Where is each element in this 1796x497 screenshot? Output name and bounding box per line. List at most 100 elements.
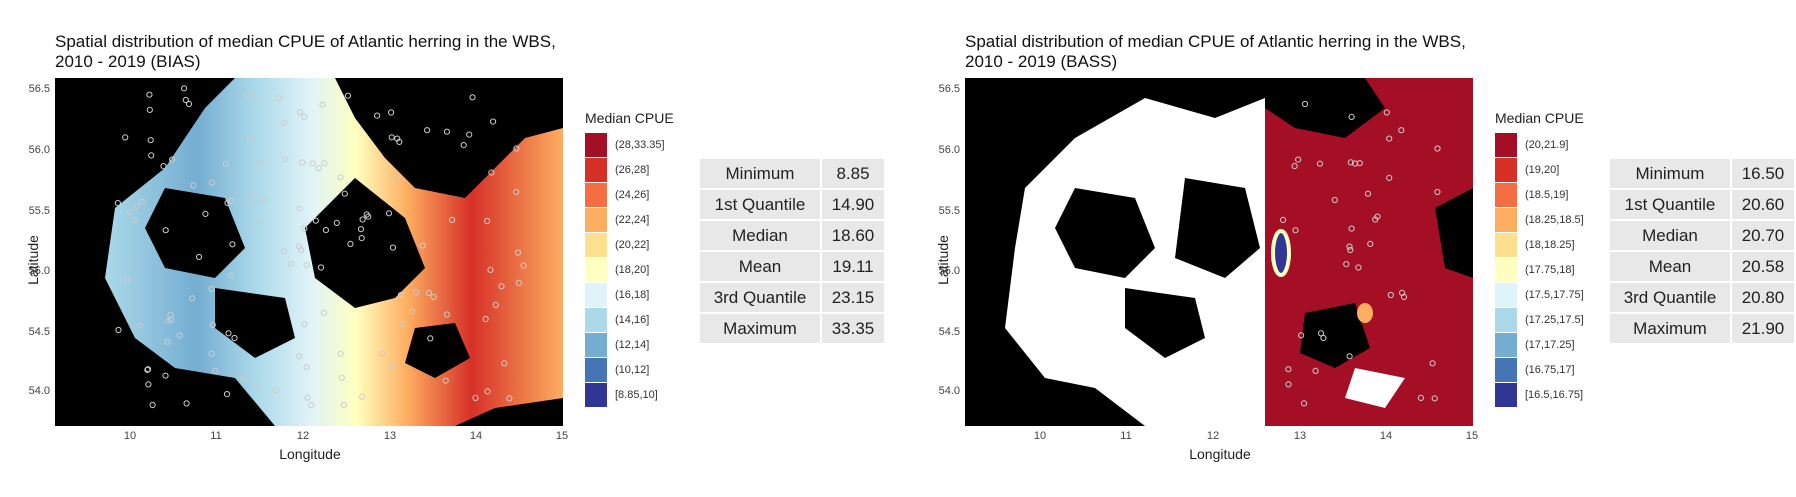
survey-station-marker	[1320, 334, 1327, 342]
survey-station-marker	[1312, 367, 1319, 374]
legend-label: (19,20]	[1525, 163, 1560, 176]
survey-station-marker	[315, 165, 322, 172]
legend-swatch	[585, 332, 607, 357]
summary-stats-table: Minimum 16.50 1st Quantile 20.60 Median 20.70…	[1610, 157, 1794, 345]
legend-label: (28,33.35]	[615, 138, 665, 151]
survey-station-marker	[506, 395, 513, 402]
legend-swatch	[585, 132, 607, 157]
survey-station-marker	[347, 240, 354, 247]
survey-station-marker	[449, 216, 456, 223]
stat-name: Minimum	[1610, 159, 1730, 188]
stat-name: 1st Quantile	[1610, 190, 1730, 219]
legend-item: [16.5,16.75]	[1495, 382, 1584, 407]
survey-station-marker	[308, 401, 315, 409]
survey-points	[114, 85, 527, 409]
survey-station-marker	[149, 401, 156, 409]
survey-station-marker	[252, 192, 259, 199]
chart-panel-bass: Spatial distribution of median CPUE of A…	[910, 0, 1796, 497]
survey-station-marker	[1355, 264, 1362, 271]
legend-title: Median CPUE	[585, 110, 674, 126]
title-line2: 2010 - 2019 (BASS)	[965, 52, 1118, 71]
xtick: 14	[1379, 430, 1393, 442]
survey-station-marker	[337, 350, 344, 357]
survey-station-marker	[397, 291, 405, 299]
survey-station-marker	[209, 321, 216, 328]
legend-item: (22,24]	[585, 207, 674, 232]
land-bornholm	[405, 323, 470, 378]
survey-station-marker	[472, 394, 479, 401]
legend-item: [8.85,10]	[585, 382, 674, 407]
red-field	[1265, 78, 1473, 426]
legend-swatch	[585, 282, 607, 307]
land-coast	[55, 358, 115, 426]
survey-station-marker	[1434, 188, 1441, 196]
survey-station-marker	[126, 209, 133, 216]
land-zealand	[1175, 178, 1260, 278]
ytick: 55.5	[938, 205, 960, 217]
survey-station-marker	[320, 309, 328, 316]
legend-item: (24,26]	[585, 182, 674, 207]
survey-station-marker	[246, 135, 253, 143]
survey-station-marker	[317, 264, 325, 271]
survey-station-marker	[400, 320, 407, 327]
map-svg	[55, 78, 563, 426]
legend-label: (26,28]	[615, 163, 650, 176]
stat-name: Median	[1610, 221, 1730, 250]
legend-swatch	[1495, 257, 1517, 282]
survey-station-marker	[164, 338, 171, 345]
survey-station-marker	[185, 100, 193, 108]
survey-station-marker	[147, 137, 154, 144]
legend-items: (28,33.35] (26,28] (24,26] (22,24] (20,22] (1…	[585, 132, 674, 407]
survey-station-marker	[490, 118, 497, 125]
legend-item: (17.5,17.75]	[1495, 282, 1584, 307]
survey-station-marker	[466, 131, 473, 138]
stats-row: Mean 20.58	[1610, 252, 1794, 281]
map-svg	[965, 78, 1473, 426]
survey-station-marker	[374, 112, 381, 119]
survey-station-marker	[280, 248, 287, 255]
survey-station-marker	[513, 188, 520, 196]
legend-item: (12,14]	[585, 332, 674, 357]
survey-station-marker	[222, 160, 229, 167]
survey-station-marker	[312, 217, 319, 224]
map-area	[965, 78, 1473, 426]
survey-station-marker	[162, 372, 169, 379]
stat-name: Maximum	[1610, 314, 1730, 343]
land-east	[1435, 188, 1473, 278]
legend-label: (18,20]	[615, 263, 650, 276]
stat-name: Maximum	[700, 314, 820, 343]
stat-value: 14.90	[820, 190, 884, 219]
land-north-east	[1265, 78, 1385, 138]
ytick: 54.5	[28, 326, 50, 338]
survey-station-marker	[244, 91, 251, 98]
stats-row: Median 20.70	[1610, 221, 1794, 250]
survey-station-marker	[1292, 227, 1299, 234]
legend-item: (26,28]	[585, 157, 674, 182]
survey-station-marker	[484, 388, 491, 395]
legend-item: (20,21.9]	[1495, 132, 1584, 157]
survey-station-marker	[122, 134, 129, 141]
survey-station-marker	[115, 326, 122, 334]
survey-station-marker	[247, 199, 254, 206]
survey-station-marker	[425, 289, 432, 296]
legend-label: (20,22]	[615, 238, 650, 251]
stat-value: 33.35	[820, 314, 884, 343]
survey-station-marker	[1346, 353, 1353, 360]
ytick: 56.5	[938, 83, 960, 95]
xtick: 13	[383, 430, 397, 442]
survey-station-marker	[282, 156, 289, 163]
survey-station-marker	[1285, 366, 1292, 373]
land-zealand	[305, 178, 425, 308]
legend-label: (16,18]	[615, 288, 650, 301]
survey-station-marker	[124, 277, 131, 284]
survey-station-marker	[138, 198, 146, 205]
survey-station-marker	[1351, 160, 1359, 167]
survey-station-marker	[333, 219, 340, 226]
survey-station-marker	[228, 272, 235, 279]
survey-station-marker	[427, 335, 434, 342]
survey-station-marker	[394, 174, 401, 182]
survey-station-marker	[514, 249, 522, 256]
stats-row: 3rd Quantile 23.15	[700, 283, 884, 312]
survey-station-marker	[231, 334, 238, 342]
legend-swatch	[1495, 207, 1517, 232]
